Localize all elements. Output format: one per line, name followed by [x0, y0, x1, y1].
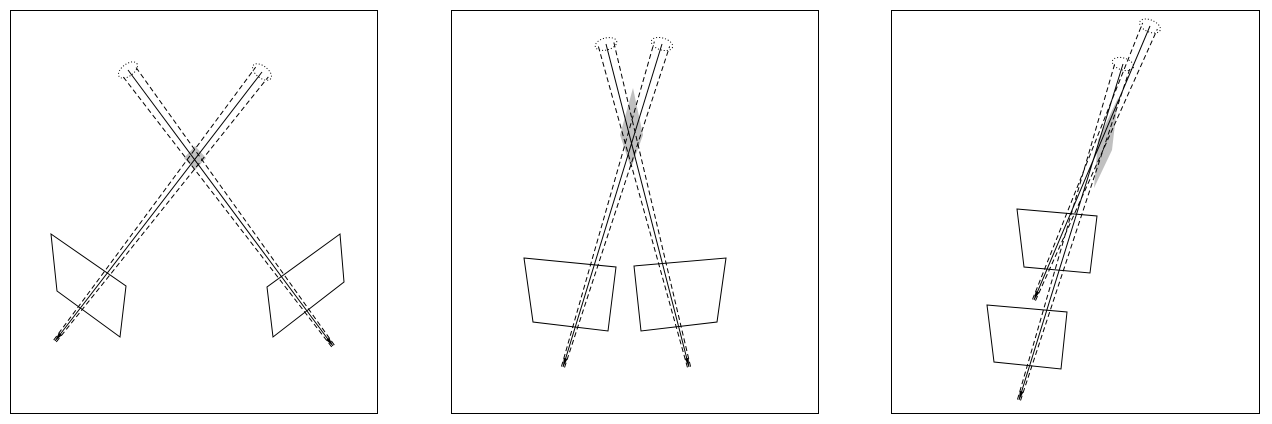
- ray: [127, 69, 334, 347]
- ray: [54, 71, 263, 342]
- uncertainty: [252, 63, 272, 81]
- arrowhead: [1019, 390, 1024, 400]
- camera: [523, 257, 617, 332]
- ray-bound: [560, 41, 655, 367]
- arrowhead: [55, 332, 63, 341]
- camera: [50, 232, 127, 338]
- arrowhead: [563, 357, 568, 367]
- ray: [1018, 63, 1124, 401]
- ray-bound: [1020, 66, 1132, 401]
- camera: [1016, 208, 1098, 274]
- ray-bound: [134, 64, 335, 346]
- ray: [562, 43, 663, 368]
- overlap-region: [620, 88, 643, 168]
- ray-bound: [564, 46, 671, 368]
- ray-bound: [1035, 28, 1158, 301]
- arrowhead: [326, 337, 333, 346]
- camera: [633, 257, 727, 332]
- ray-bound: [1032, 22, 1144, 300]
- ray-bound: [55, 76, 269, 343]
- arrowhead: [684, 357, 689, 367]
- ray: [605, 43, 690, 368]
- ray-bound: [613, 41, 692, 367]
- ray-bound: [53, 66, 257, 341]
- uncertainty: [650, 36, 674, 52]
- ray-bound: [1016, 61, 1116, 400]
- camera: [266, 233, 345, 338]
- uncertainty: [117, 61, 139, 79]
- ray-bound: [121, 74, 333, 348]
- panel-frame: [451, 10, 819, 414]
- panel-frame: [10, 10, 378, 414]
- uncertainty: [594, 37, 618, 51]
- camera: [986, 304, 1068, 370]
- panel-frame: [891, 10, 1260, 414]
- arrowhead: [1034, 290, 1040, 300]
